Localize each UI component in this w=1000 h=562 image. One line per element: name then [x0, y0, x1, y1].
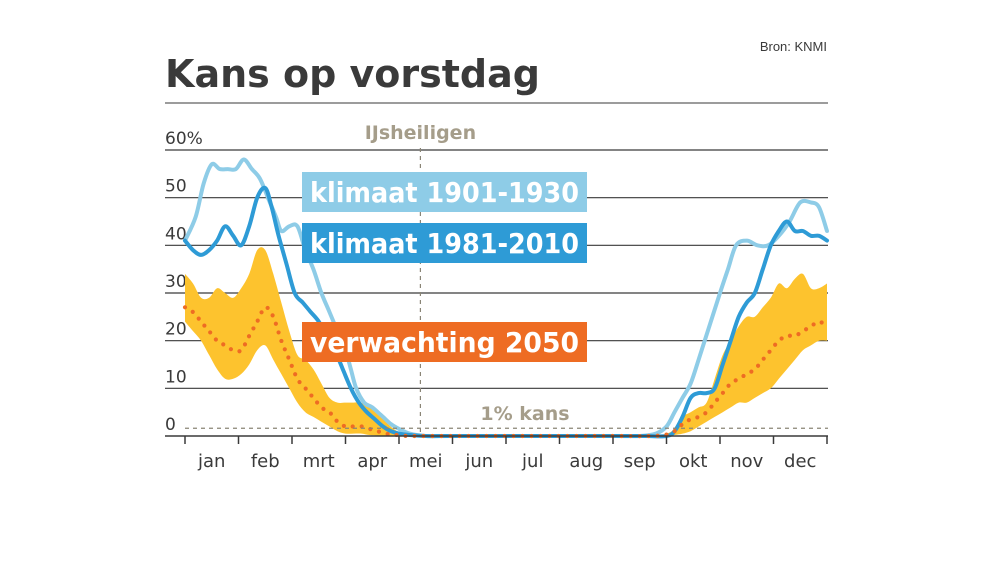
legend-label-1: klimaat 1901-1930 — [310, 176, 579, 209]
source-label: Bron: KNMI — [760, 39, 827, 54]
legend-label-2: klimaat 1981-2010 — [310, 227, 579, 260]
x-tick-label-jul: jul — [521, 451, 543, 472]
legend-label-3: verwachting 2050 — [310, 326, 579, 359]
x-tick-label-sep: sep — [624, 451, 656, 472]
legend-item-2: klimaat 1981-2010 — [302, 223, 587, 263]
y-tick-label-30: 30 — [165, 272, 187, 292]
y-tick-label-10: 10 — [165, 367, 187, 387]
x-tick-label-mrt: mrt — [303, 451, 335, 472]
chart-title: Kans op vorstdag — [165, 52, 540, 96]
x-tick-label-feb: feb — [251, 451, 280, 472]
series-line-klimaat-1981-2010 — [183, 185, 829, 439]
legend-box-3 — [302, 322, 587, 362]
y-tick-label-20: 20 — [165, 320, 187, 340]
ijsheiligen-label: IJsheiligen — [365, 122, 476, 144]
legend-box-1 — [302, 172, 587, 212]
x-tick-label-nov: nov — [730, 451, 763, 472]
x-tick-label-jan: jan — [197, 451, 225, 472]
one-percent-label: 1% kans — [480, 403, 569, 425]
legend-item-1: klimaat 1901-1930 — [302, 172, 587, 212]
y-tick-label-50: 50 — [165, 177, 187, 197]
x-tick-label-dec: dec — [784, 451, 816, 472]
legend-box-2 — [302, 223, 587, 263]
x-tick-label-okt: okt — [679, 451, 708, 472]
y-tick-label-0: 0 — [165, 415, 176, 435]
x-tick-label-jun: jun — [464, 451, 493, 472]
x-tick-label-apr: apr — [357, 451, 387, 472]
legend-item-3: verwachting 2050 — [302, 322, 587, 362]
y-tick-label-60: 60% — [165, 129, 203, 149]
series-line-klimaat-1901-1930 — [183, 157, 829, 439]
x-tick-label-mei: mei — [409, 451, 443, 472]
y-tick-label-40: 40 — [165, 224, 187, 244]
x-tick-label-aug: aug — [569, 451, 603, 472]
